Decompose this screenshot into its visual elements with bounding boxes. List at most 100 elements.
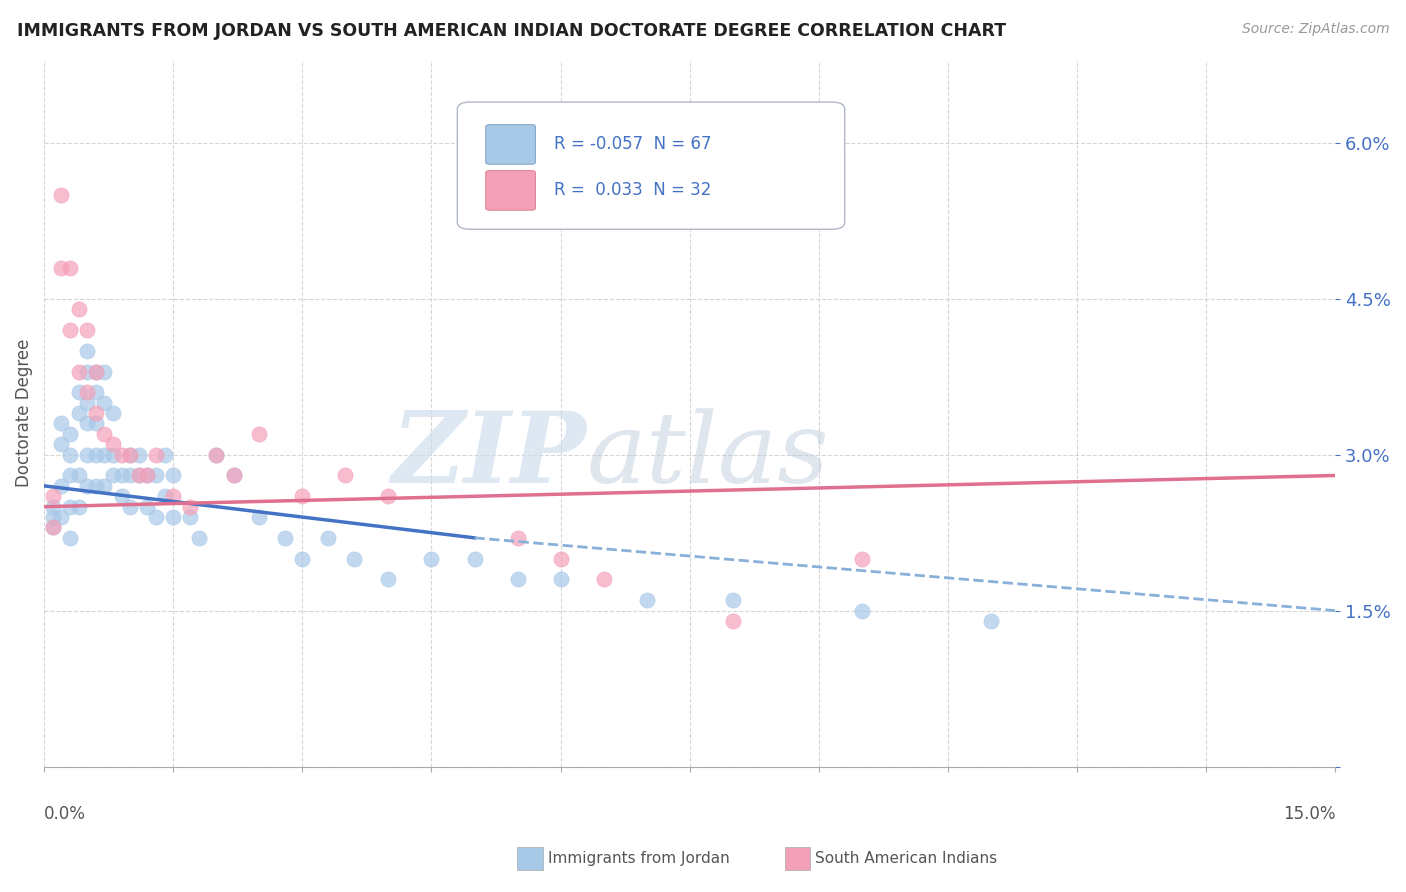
- Point: [162, 468, 184, 483]
- Point: [145, 468, 167, 483]
- Point: [51, 260, 73, 275]
- Point: [76, 323, 98, 337]
- Point: [145, 510, 167, 524]
- Point: [59, 323, 82, 337]
- Point: [76, 395, 98, 409]
- Point: [93, 479, 115, 493]
- Point: [120, 448, 142, 462]
- Point: [120, 468, 142, 483]
- Point: [41, 520, 63, 534]
- FancyBboxPatch shape: [485, 170, 536, 211]
- Point: [153, 489, 176, 503]
- Text: atlas: atlas: [586, 408, 830, 503]
- Point: [41, 520, 63, 534]
- Point: [41, 500, 63, 514]
- Point: [128, 448, 150, 462]
- Point: [136, 500, 159, 514]
- Point: [67, 406, 90, 420]
- Point: [153, 448, 176, 462]
- Point: [67, 500, 90, 514]
- Point: [377, 573, 399, 587]
- Point: [110, 448, 132, 462]
- Text: Immigrants from Jordan: Immigrants from Jordan: [548, 852, 730, 866]
- FancyBboxPatch shape: [485, 125, 536, 164]
- Point: [84, 448, 107, 462]
- Point: [247, 510, 270, 524]
- Point: [506, 573, 529, 587]
- Point: [247, 426, 270, 441]
- Point: [179, 510, 201, 524]
- Point: [41, 510, 63, 524]
- Point: [76, 343, 98, 358]
- Point: [93, 364, 115, 378]
- Point: [343, 551, 366, 566]
- Point: [136, 468, 159, 483]
- Point: [93, 426, 115, 441]
- Point: [51, 417, 73, 431]
- Point: [51, 187, 73, 202]
- Text: ZIP: ZIP: [391, 408, 586, 504]
- Point: [67, 385, 90, 400]
- Point: [721, 614, 744, 628]
- Point: [59, 500, 82, 514]
- Point: [205, 448, 228, 462]
- Point: [41, 489, 63, 503]
- Point: [851, 551, 873, 566]
- Point: [636, 593, 658, 607]
- Point: [67, 302, 90, 317]
- Point: [136, 468, 159, 483]
- Point: [76, 417, 98, 431]
- Text: R = -0.057  N = 67: R = -0.057 N = 67: [554, 136, 711, 153]
- Point: [162, 489, 184, 503]
- Point: [84, 364, 107, 378]
- Point: [377, 489, 399, 503]
- Point: [101, 468, 124, 483]
- Point: [291, 489, 314, 503]
- Point: [120, 500, 142, 514]
- Point: [162, 510, 184, 524]
- Text: IMMIGRANTS FROM JORDAN VS SOUTH AMERICAN INDIAN DOCTORATE DEGREE CORRELATION CHA: IMMIGRANTS FROM JORDAN VS SOUTH AMERICAN…: [17, 22, 1007, 40]
- Point: [188, 531, 211, 545]
- Point: [76, 448, 98, 462]
- Text: Source: ZipAtlas.com: Source: ZipAtlas.com: [1241, 22, 1389, 37]
- Point: [110, 489, 132, 503]
- Point: [980, 614, 1002, 628]
- Point: [51, 479, 73, 493]
- Point: [721, 593, 744, 607]
- Point: [335, 468, 357, 483]
- Point: [110, 468, 132, 483]
- Point: [222, 468, 245, 483]
- Point: [84, 479, 107, 493]
- Point: [76, 385, 98, 400]
- Point: [101, 406, 124, 420]
- Text: South American Indians: South American Indians: [815, 852, 998, 866]
- Point: [67, 468, 90, 483]
- FancyBboxPatch shape: [457, 102, 845, 229]
- Point: [464, 551, 486, 566]
- Point: [59, 426, 82, 441]
- Point: [101, 448, 124, 462]
- Point: [420, 551, 443, 566]
- Point: [84, 364, 107, 378]
- Point: [93, 448, 115, 462]
- Point: [51, 510, 73, 524]
- Point: [59, 468, 82, 483]
- Point: [59, 260, 82, 275]
- Point: [592, 573, 614, 587]
- Point: [59, 531, 82, 545]
- Point: [506, 531, 529, 545]
- Text: 0.0%: 0.0%: [44, 805, 86, 823]
- Point: [101, 437, 124, 451]
- Point: [128, 468, 150, 483]
- Point: [67, 364, 90, 378]
- Point: [120, 448, 142, 462]
- Point: [316, 531, 339, 545]
- Point: [84, 417, 107, 431]
- Point: [550, 551, 572, 566]
- Point: [851, 604, 873, 618]
- Point: [51, 437, 73, 451]
- Text: 15.0%: 15.0%: [1282, 805, 1336, 823]
- Y-axis label: Doctorate Degree: Doctorate Degree: [15, 339, 32, 487]
- Point: [84, 406, 107, 420]
- Point: [93, 395, 115, 409]
